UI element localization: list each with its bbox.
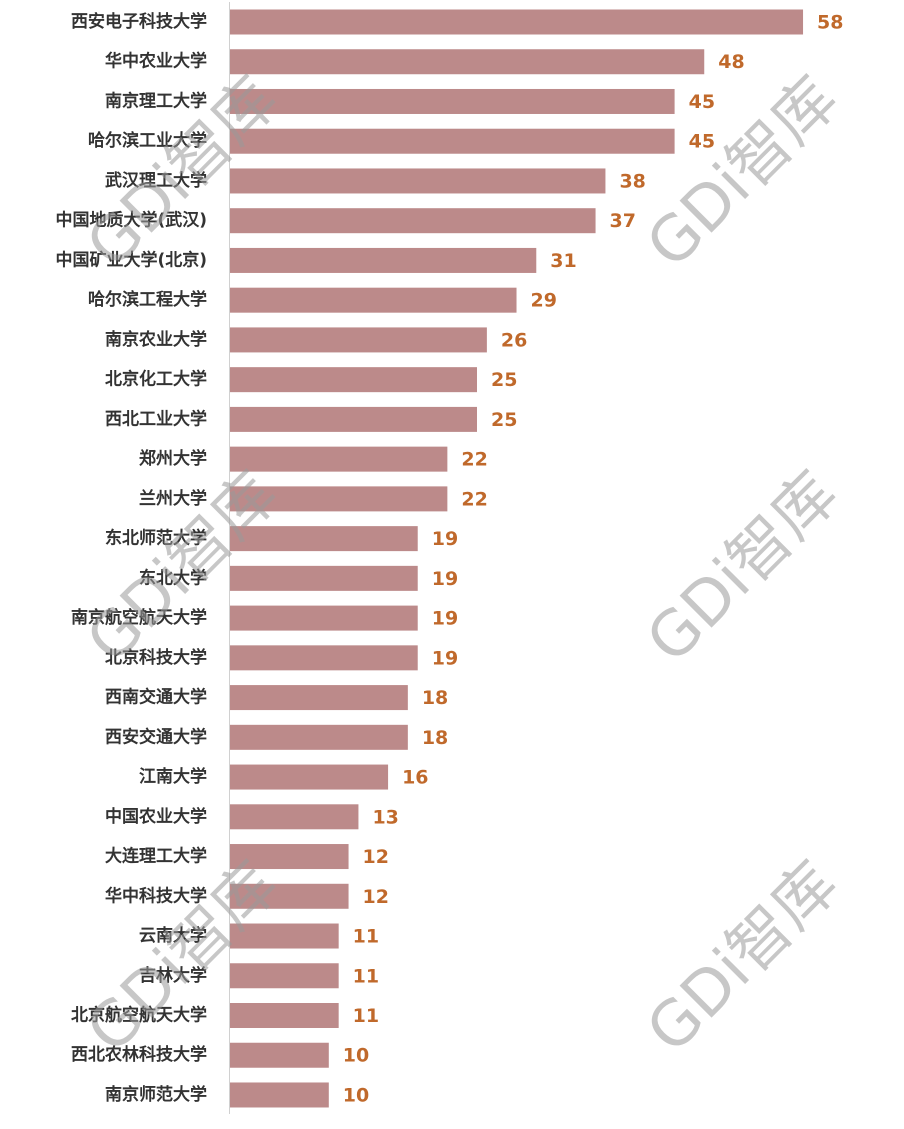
bar bbox=[230, 486, 448, 512]
value-label: 19 bbox=[432, 568, 458, 590]
value-label: 31 bbox=[550, 250, 576, 272]
bar bbox=[230, 605, 418, 631]
value-label: 12 bbox=[363, 846, 389, 868]
category-label: 武汉理工大学 bbox=[105, 170, 207, 191]
bar bbox=[230, 963, 339, 989]
bar bbox=[230, 844, 349, 870]
category-label: 哈尔滨工业大学 bbox=[88, 130, 207, 151]
value-label: 11 bbox=[353, 965, 379, 987]
bar bbox=[230, 923, 339, 949]
bar bbox=[230, 9, 804, 35]
category-label: 吉林大学 bbox=[139, 965, 207, 986]
category-label: 南京农业大学 bbox=[105, 329, 207, 350]
category-label: 西安交通大学 bbox=[105, 726, 207, 747]
category-label: 江南大学 bbox=[139, 766, 207, 787]
bar bbox=[230, 804, 359, 830]
value-label: 10 bbox=[343, 1084, 369, 1106]
bar bbox=[230, 724, 408, 750]
bar bbox=[230, 208, 596, 234]
bar bbox=[230, 764, 389, 790]
category-label: 哈尔滨工程大学 bbox=[88, 289, 207, 310]
value-label: 22 bbox=[461, 488, 487, 510]
value-label: 26 bbox=[501, 329, 527, 351]
category-label: 南京航空航天大学 bbox=[71, 607, 207, 628]
value-label: 45 bbox=[689, 91, 715, 113]
category-label: 北京科技大学 bbox=[105, 647, 207, 668]
bar bbox=[230, 247, 537, 273]
category-label: 华中农业大学 bbox=[105, 51, 207, 72]
bar bbox=[230, 367, 477, 393]
bar bbox=[230, 1003, 339, 1028]
category-label: 西北工业大学 bbox=[105, 408, 207, 429]
bar bbox=[230, 88, 675, 114]
value-label: 22 bbox=[461, 449, 487, 471]
category-label: 郑州大学 bbox=[139, 448, 207, 469]
value-label: 18 bbox=[422, 727, 448, 749]
watermark: GDi智库 bbox=[72, 847, 291, 1066]
category-label: 云南大学 bbox=[139, 925, 207, 946]
category-label: 华中科技大学 bbox=[105, 885, 207, 906]
category-label: 南京师范大学 bbox=[105, 1084, 207, 1105]
value-label: 25 bbox=[491, 409, 517, 431]
category-label: 东北师范大学 bbox=[105, 528, 207, 549]
category-label: 南京理工大学 bbox=[105, 90, 207, 111]
value-label: 19 bbox=[432, 608, 458, 630]
value-label: 19 bbox=[432, 528, 458, 550]
category-label: 北京化工大学 bbox=[105, 369, 207, 390]
value-label: 38 bbox=[619, 170, 645, 192]
category-label: 西安电子科技大学 bbox=[71, 11, 207, 32]
value-label: 11 bbox=[353, 1005, 379, 1027]
value-label: 13 bbox=[372, 806, 398, 828]
bar bbox=[230, 645, 418, 671]
bar bbox=[230, 526, 418, 552]
category-label: 兰州大学 bbox=[139, 488, 207, 509]
category-label: 西南交通大学 bbox=[105, 687, 207, 708]
bar bbox=[230, 406, 477, 432]
value-label: 45 bbox=[689, 131, 715, 153]
value-label: 25 bbox=[491, 369, 517, 391]
bar bbox=[230, 1042, 329, 1068]
category-label: 中国农业大学 bbox=[105, 806, 207, 827]
value-label: 37 bbox=[610, 210, 636, 232]
value-label: 29 bbox=[531, 290, 557, 312]
bar bbox=[230, 446, 448, 472]
bar bbox=[230, 685, 408, 711]
category-label: 中国矿业大学(北京) bbox=[55, 249, 207, 270]
watermark: GDi智库 bbox=[632, 457, 851, 676]
value-label: 48 bbox=[718, 51, 744, 73]
value-label: 19 bbox=[432, 647, 458, 669]
value-label: 18 bbox=[422, 687, 448, 709]
value-label: 12 bbox=[363, 886, 389, 908]
category-label: 中国地质大学(武汉) bbox=[55, 210, 207, 231]
bar bbox=[230, 49, 705, 75]
value-label: 16 bbox=[402, 767, 428, 789]
watermark: GDi智库 bbox=[632, 847, 851, 1066]
bar bbox=[230, 1082, 329, 1108]
category-label: 西北农林科技大学 bbox=[71, 1044, 207, 1065]
bar bbox=[230, 168, 606, 194]
bar bbox=[230, 327, 487, 353]
category-label: 大连理工大学 bbox=[105, 846, 207, 867]
bar bbox=[230, 128, 675, 154]
category-label: 北京航空航天大学 bbox=[71, 1005, 207, 1026]
value-label: 11 bbox=[353, 926, 379, 948]
category-label: 东北大学 bbox=[139, 567, 207, 588]
value-label: 58 bbox=[817, 12, 843, 34]
bar bbox=[230, 565, 418, 591]
bar bbox=[230, 287, 517, 313]
bar bbox=[230, 883, 349, 909]
value-label: 10 bbox=[343, 1045, 369, 1067]
